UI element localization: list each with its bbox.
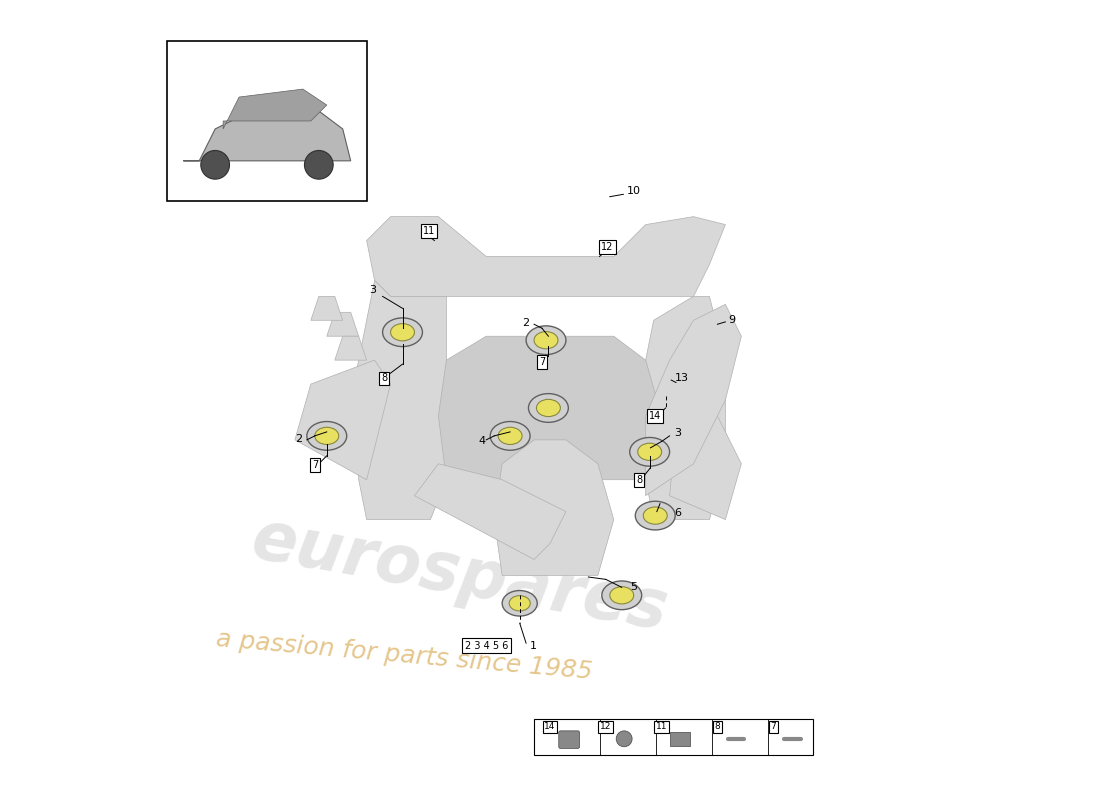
Text: 4: 4 <box>478 437 486 446</box>
Ellipse shape <box>509 596 530 611</box>
Ellipse shape <box>526 326 565 354</box>
Polygon shape <box>223 89 327 129</box>
Ellipse shape <box>498 427 522 445</box>
Text: 8: 8 <box>715 722 720 731</box>
FancyBboxPatch shape <box>535 719 813 754</box>
Text: 9: 9 <box>728 315 735 326</box>
Text: a passion for parts since 1985: a passion for parts since 1985 <box>216 626 594 683</box>
Polygon shape <box>494 440 614 575</box>
FancyBboxPatch shape <box>167 42 366 201</box>
Text: eurospares: eurospares <box>248 506 673 645</box>
Ellipse shape <box>307 422 346 450</box>
Ellipse shape <box>383 318 422 346</box>
Polygon shape <box>311 296 343 320</box>
Text: 14: 14 <box>544 722 556 731</box>
Ellipse shape <box>503 590 537 616</box>
Polygon shape <box>638 296 725 519</box>
Text: 3: 3 <box>370 285 376 295</box>
Ellipse shape <box>636 502 675 530</box>
Text: 5: 5 <box>630 582 637 592</box>
Text: 1: 1 <box>530 641 537 650</box>
Text: 7: 7 <box>539 357 546 366</box>
FancyBboxPatch shape <box>559 731 580 748</box>
Ellipse shape <box>629 438 670 466</box>
Polygon shape <box>646 304 741 496</box>
Text: 13: 13 <box>674 373 689 382</box>
Text: 3: 3 <box>674 429 681 438</box>
Ellipse shape <box>315 427 339 445</box>
Polygon shape <box>366 217 725 296</box>
Ellipse shape <box>638 443 661 461</box>
Text: 7: 7 <box>311 460 318 470</box>
Text: 12: 12 <box>602 242 614 252</box>
Text: 8: 8 <box>381 374 387 383</box>
Polygon shape <box>670 400 741 519</box>
Circle shape <box>305 150 333 179</box>
Polygon shape <box>295 360 390 480</box>
Polygon shape <box>415 464 565 559</box>
Ellipse shape <box>644 507 668 524</box>
Text: 12: 12 <box>601 722 612 731</box>
Text: 14: 14 <box>649 411 661 421</box>
Text: 8: 8 <box>636 474 642 485</box>
Polygon shape <box>334 336 366 360</box>
Text: 10: 10 <box>627 186 640 196</box>
Text: 2: 2 <box>295 434 302 444</box>
Ellipse shape <box>535 331 558 349</box>
Text: 11: 11 <box>656 722 668 731</box>
Polygon shape <box>327 312 359 336</box>
Polygon shape <box>351 281 447 519</box>
Ellipse shape <box>609 586 634 604</box>
Polygon shape <box>439 336 661 480</box>
Ellipse shape <box>491 422 530 450</box>
Text: 11: 11 <box>422 226 435 236</box>
Ellipse shape <box>602 581 641 610</box>
Circle shape <box>616 731 632 746</box>
Text: 2: 2 <box>522 318 529 329</box>
FancyBboxPatch shape <box>670 732 691 746</box>
Text: 2 3 4 5 6: 2 3 4 5 6 <box>464 641 508 650</box>
Polygon shape <box>184 105 351 161</box>
Ellipse shape <box>537 399 560 417</box>
Ellipse shape <box>528 394 569 422</box>
Ellipse shape <box>390 324 415 341</box>
Text: 6: 6 <box>674 508 681 518</box>
Circle shape <box>201 150 230 179</box>
Text: 7: 7 <box>770 722 777 731</box>
